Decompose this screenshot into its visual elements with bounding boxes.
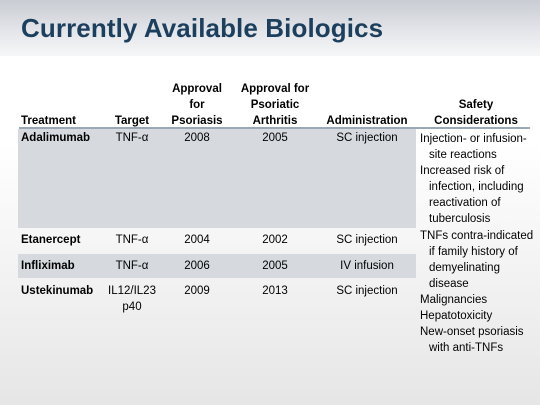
cell-treatment: Infliximab xyxy=(21,260,75,272)
header-treatment: Treatment xyxy=(21,115,76,127)
cell-approval-psa: 2002 xyxy=(262,234,288,246)
header-safety: Safety Considerations xyxy=(420,97,532,129)
cell-administration: IV infusion xyxy=(340,260,394,272)
safety-item: Hepatotoxicity xyxy=(420,310,493,323)
safety-item: Malignancies xyxy=(420,293,488,306)
header-target: Target xyxy=(114,115,150,127)
header-approval-psa-line: Approval for xyxy=(240,83,310,95)
cell-target: TNF-α xyxy=(115,234,149,246)
header-approval-psa-line: Arthritis xyxy=(252,115,298,127)
header-approval-psoriasis-line: Approval xyxy=(172,83,222,95)
header-safety-line: Safety xyxy=(458,99,494,111)
safety-item: Increased risk of infection, including r… xyxy=(420,165,524,226)
cell-approval-psoriasis: 2009 xyxy=(184,285,210,297)
cell-approval-psa: 2005 xyxy=(262,132,288,144)
cell-treatment: Ustekinumab xyxy=(21,285,94,297)
safety-item: TNFs contra-indicated if family history … xyxy=(420,229,534,290)
cell-target-line: IL12/IL23 xyxy=(108,285,156,297)
header-safety-line: Considerations xyxy=(434,115,518,127)
cell-approval-psa: 2005 xyxy=(262,260,288,272)
cell-approval-psa: 2013 xyxy=(262,285,288,297)
cell-target: IL12/IL23 p40 xyxy=(104,284,160,315)
cell-target-line: p40 xyxy=(122,301,142,313)
safety-item: New-onset psoriasis with anti-TNFs xyxy=(420,326,524,355)
cell-approval-psoriasis: 2008 xyxy=(184,132,210,144)
cell-administration: SC injection xyxy=(336,234,398,246)
cell-administration: SC injection xyxy=(336,285,398,297)
cell-target: TNF-α xyxy=(115,260,149,272)
header-rule xyxy=(19,127,530,129)
row-bg-adalimumab xyxy=(18,129,416,228)
cell-treatment: Etanercept xyxy=(21,234,81,246)
cell-approval-psoriasis: 2004 xyxy=(184,234,210,246)
header-approval-psoriasis: Approval for Psoriasis xyxy=(164,81,230,129)
safety-item: Injection- or infusion-site reactions xyxy=(420,133,527,162)
header-approval-psa: Approval for Psoriatic Arthritis xyxy=(232,81,318,129)
cell-treatment: Adalimumab xyxy=(21,132,91,144)
slide-title: Currently Available Biologics xyxy=(21,13,384,43)
header-approval-psa-line: Psoriatic xyxy=(250,99,300,111)
safety-considerations-list: Injection- or infusion-site reactions In… xyxy=(420,131,538,356)
title-bar xyxy=(0,0,540,56)
cell-target: TNF-α xyxy=(115,132,149,144)
header-approval-psoriasis-line: for xyxy=(189,99,205,111)
row-bg-infliximab xyxy=(18,254,416,278)
cell-approval-psoriasis: 2006 xyxy=(184,260,210,272)
cell-administration: SC injection xyxy=(336,132,398,144)
header-administration: Administration xyxy=(326,115,408,127)
header-approval-psoriasis-line: Psoriasis xyxy=(171,115,223,127)
